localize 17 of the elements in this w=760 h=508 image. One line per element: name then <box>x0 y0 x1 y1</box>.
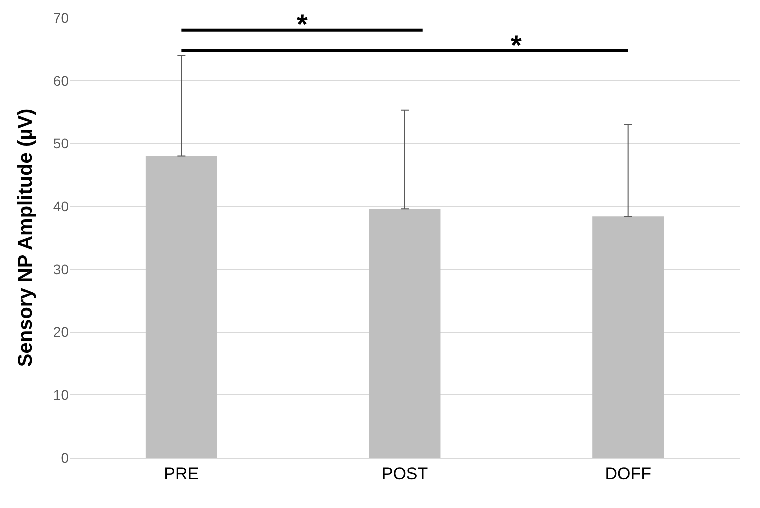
bar <box>146 156 218 458</box>
y-tick-label: 50 <box>53 136 70 152</box>
y-tick-label: 0 <box>61 450 70 466</box>
x-tick-label: PRE <box>164 464 200 484</box>
y-axis-title: Sensory NP Amplitude (µV) <box>14 108 37 368</box>
y-tick-label: 10 <box>53 387 70 404</box>
x-tick-label: POST <box>382 464 428 484</box>
y-tick-label: 70 <box>53 10 70 26</box>
annotation: * <box>297 9 308 40</box>
bar <box>369 209 441 458</box>
y-tick-label: 20 <box>53 324 70 340</box>
y-tick-label: 30 <box>53 261 70 278</box>
annotation: * <box>511 30 522 61</box>
x-tick-label: DOFF <box>605 464 652 484</box>
y-tick-label: 40 <box>53 198 70 214</box>
y-tick-label: 60 <box>53 72 70 89</box>
bar <box>592 216 664 458</box>
